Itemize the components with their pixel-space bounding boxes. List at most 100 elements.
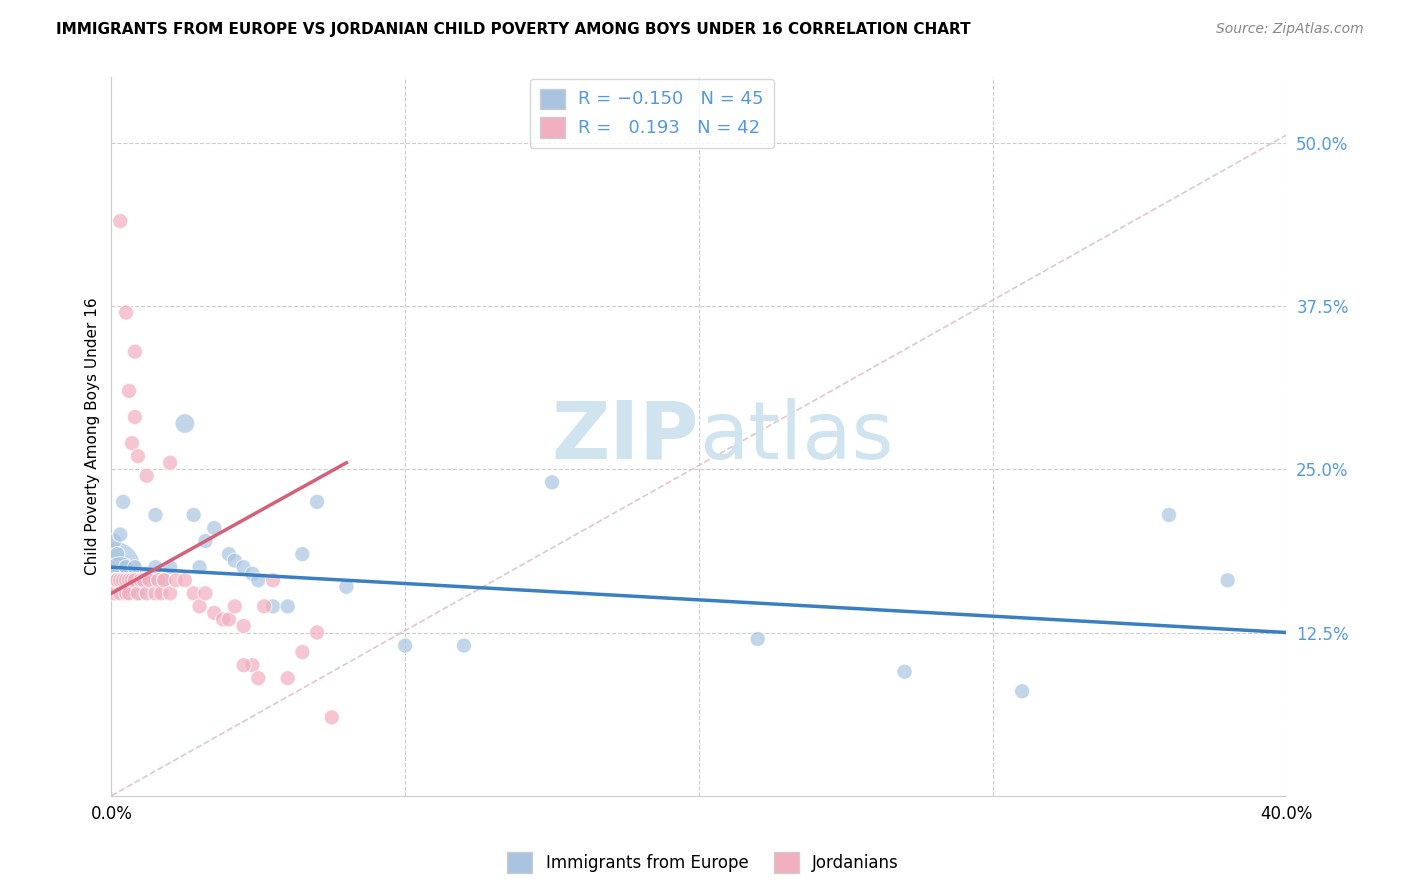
Point xyxy=(103,586,125,600)
Point xyxy=(188,560,211,574)
Point xyxy=(124,574,146,588)
Text: ZIP: ZIP xyxy=(551,398,699,475)
Point xyxy=(173,417,195,431)
Y-axis label: Child Poverty Among Boys Under 16: Child Poverty Among Boys Under 16 xyxy=(86,298,100,575)
Point xyxy=(118,574,141,588)
Point xyxy=(453,639,475,653)
Point xyxy=(321,710,343,724)
Point xyxy=(202,606,225,620)
Point xyxy=(135,566,157,581)
Text: atlas: atlas xyxy=(699,398,893,475)
Point xyxy=(541,475,564,490)
Point xyxy=(105,574,128,588)
Point xyxy=(103,534,125,549)
Point xyxy=(138,574,160,588)
Point xyxy=(103,560,125,574)
Point xyxy=(103,574,125,588)
Point xyxy=(1216,574,1239,588)
Text: Source: ZipAtlas.com: Source: ZipAtlas.com xyxy=(1216,22,1364,37)
Point xyxy=(218,547,240,561)
Point xyxy=(112,574,135,588)
Text: IMMIGRANTS FROM EUROPE VS JORDANIAN CHILD POVERTY AMONG BOYS UNDER 16 CORRELATIO: IMMIGRANTS FROM EUROPE VS JORDANIAN CHIL… xyxy=(56,22,972,37)
Point xyxy=(242,566,264,581)
Point xyxy=(173,574,195,588)
Point xyxy=(118,580,141,594)
Point xyxy=(188,599,211,614)
Point xyxy=(202,521,225,535)
Point xyxy=(183,508,205,522)
Point xyxy=(159,586,181,600)
Point xyxy=(112,495,135,509)
Point xyxy=(153,574,176,588)
Point xyxy=(194,534,217,549)
Point xyxy=(305,495,328,509)
Point xyxy=(262,599,284,614)
Point xyxy=(110,527,132,541)
Point xyxy=(115,586,138,600)
Point xyxy=(232,560,254,574)
Point xyxy=(159,456,181,470)
Point xyxy=(129,574,152,588)
Point xyxy=(247,671,270,685)
Point xyxy=(110,566,132,581)
Point xyxy=(232,658,254,673)
Point xyxy=(127,586,149,600)
Point xyxy=(135,586,157,600)
Point xyxy=(110,214,132,228)
Point xyxy=(105,547,128,561)
Point xyxy=(127,449,149,463)
Point xyxy=(115,560,138,574)
Point xyxy=(291,547,314,561)
Point xyxy=(218,612,240,626)
Point xyxy=(110,574,132,588)
Point xyxy=(335,580,357,594)
Point xyxy=(148,574,170,588)
Point xyxy=(124,344,146,359)
Point xyxy=(247,574,270,588)
Point xyxy=(101,580,124,594)
Point xyxy=(224,599,246,614)
Point xyxy=(104,574,127,588)
Point xyxy=(305,625,328,640)
Point xyxy=(145,560,167,574)
Point xyxy=(129,574,152,588)
Point xyxy=(115,305,138,319)
Point xyxy=(159,560,181,574)
Point xyxy=(150,586,173,600)
Point xyxy=(124,409,146,424)
Point xyxy=(145,586,167,600)
Point xyxy=(121,574,143,588)
Point xyxy=(110,586,132,600)
Point xyxy=(135,468,157,483)
Point xyxy=(747,632,769,646)
Point xyxy=(1157,508,1180,522)
Point xyxy=(105,574,128,588)
Point xyxy=(121,436,143,450)
Point xyxy=(893,665,915,679)
Legend: R = −0.150   N = 45, R =   0.193   N = 42: R = −0.150 N = 45, R = 0.193 N = 42 xyxy=(530,78,773,147)
Point xyxy=(129,586,152,600)
Point xyxy=(118,586,141,600)
Point xyxy=(232,619,254,633)
Point xyxy=(124,574,146,588)
Legend: Immigrants from Europe, Jordanians: Immigrants from Europe, Jordanians xyxy=(501,846,905,880)
Point xyxy=(165,574,187,588)
Point xyxy=(127,574,149,588)
Point xyxy=(115,574,138,588)
Point xyxy=(183,586,205,600)
Point xyxy=(138,574,160,588)
Point xyxy=(121,574,143,588)
Point xyxy=(262,574,284,588)
Point xyxy=(224,554,246,568)
Point xyxy=(124,560,146,574)
Point xyxy=(1011,684,1033,698)
Point xyxy=(115,574,138,588)
Point xyxy=(291,645,314,659)
Point xyxy=(153,574,176,588)
Point xyxy=(277,599,299,614)
Point xyxy=(253,599,276,614)
Point xyxy=(212,612,235,626)
Point xyxy=(242,658,264,673)
Point xyxy=(194,586,217,600)
Point xyxy=(277,671,299,685)
